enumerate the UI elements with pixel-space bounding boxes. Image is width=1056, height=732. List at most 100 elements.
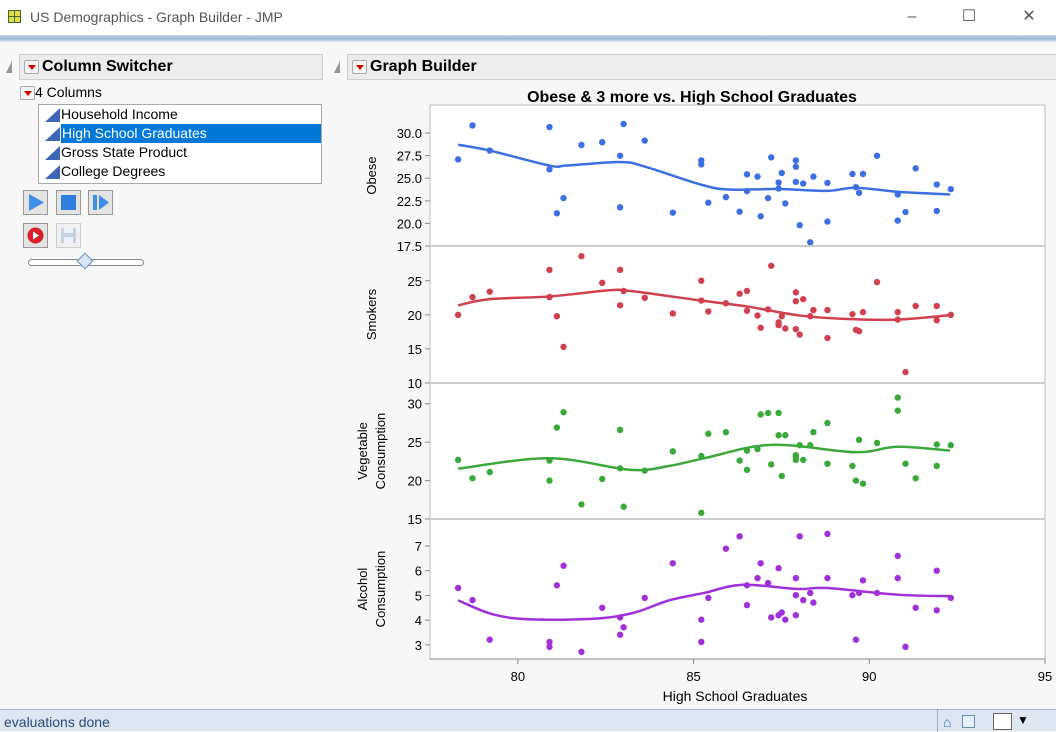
smoother-line <box>457 443 951 472</box>
data-point <box>933 567 940 574</box>
y-tick-label: 22.5 <box>397 194 422 209</box>
title-bar: US Demographics - Graph Builder - JMP – … <box>0 0 1056 35</box>
stop-button[interactable] <box>56 190 81 215</box>
y-axis-label: Consumption <box>373 551 388 628</box>
data-point <box>933 302 940 310</box>
data-point <box>754 312 761 319</box>
data-point <box>705 308 712 315</box>
data-point <box>743 287 751 295</box>
toolbar-strip <box>0 35 1056 42</box>
data-point <box>852 636 860 643</box>
data-point <box>754 173 761 180</box>
data-point <box>902 643 909 651</box>
speed-slider-thumb[interactable] <box>76 252 94 270</box>
data-point <box>902 460 909 467</box>
data-point <box>912 475 919 482</box>
data-point <box>616 426 624 434</box>
data-point <box>792 612 800 619</box>
data-point <box>810 428 817 436</box>
column-item-college-degrees[interactable]: College Degrees <box>39 162 321 181</box>
data-point <box>768 262 775 269</box>
data-point <box>800 295 807 303</box>
data-point <box>824 179 831 187</box>
data-point <box>782 432 789 439</box>
status-bar: evaluations done ⌂ ▼ <box>0 709 1056 732</box>
y-tick-label: 25.0 <box>397 171 422 186</box>
data-point <box>859 480 867 487</box>
data-point <box>849 591 856 599</box>
data-point <box>620 503 627 510</box>
column-switcher-menu-icon[interactable] <box>24 59 39 74</box>
column-item-household-income[interactable]: Household Income <box>39 105 321 124</box>
data-point <box>722 193 730 201</box>
data-point <box>859 170 867 178</box>
data-point <box>782 325 789 332</box>
graph-builder-header: Graph Builder <box>347 54 1056 80</box>
graph-builder-chart[interactable]: Obese & 3 more vs. High School Graduates… <box>340 85 1056 707</box>
y-tick-label: 6 <box>415 564 422 579</box>
collapse-column-switcher-icon[interactable] <box>6 61 12 73</box>
data-point <box>560 194 567 202</box>
column-item-high-school-graduates[interactable]: High School Graduates <box>39 124 321 143</box>
data-point <box>792 289 800 296</box>
data-point <box>454 156 462 163</box>
minimize-button[interactable]: – <box>907 8 917 25</box>
data-point <box>810 173 817 180</box>
data-point <box>894 407 901 414</box>
data-point <box>736 533 743 540</box>
maximize-button[interactable]: ☐ <box>961 8 977 25</box>
step-button[interactable] <box>88 190 113 215</box>
data-point <box>902 368 909 376</box>
x-tick-label: 85 <box>686 669 700 684</box>
data-point <box>933 607 940 614</box>
collapse-graph-builder-icon[interactable] <box>334 61 340 73</box>
data-point <box>669 560 677 567</box>
layout-box-icon[interactable] <box>993 713 1012 730</box>
column-switcher-header: Column Switcher <box>19 54 323 80</box>
data-point <box>641 137 648 144</box>
data-point <box>454 311 462 319</box>
record-icon <box>27 227 44 244</box>
data-point <box>824 218 831 225</box>
data-point <box>810 306 817 314</box>
data-point <box>669 448 677 455</box>
data-point <box>578 501 585 508</box>
data-point <box>486 468 493 476</box>
data-point <box>546 266 553 274</box>
x-axis-label: High School Graduates <box>663 688 808 704</box>
columns-menu-icon[interactable] <box>20 86 35 101</box>
dropdown-arrow-icon[interactable]: ▼ <box>1017 713 1029 727</box>
column-item-gross-state-product[interactable]: Gross State Product <box>39 143 321 162</box>
play-button[interactable] <box>23 190 48 215</box>
chart-title: Obese & 3 more vs. High School Graduates <box>527 89 857 106</box>
data-point <box>800 596 807 604</box>
column-list[interactable]: Household Income High School Graduates G… <box>38 104 322 184</box>
data-point <box>947 185 955 193</box>
data-point <box>792 157 800 164</box>
data-point <box>669 209 677 216</box>
graph-builder-menu-icon[interactable] <box>352 59 367 74</box>
data-point <box>792 574 800 582</box>
data-point <box>469 596 476 604</box>
data-point <box>933 317 940 324</box>
data-point <box>641 594 648 602</box>
window-list-icon[interactable] <box>962 715 975 728</box>
data-point <box>800 456 807 464</box>
data-point <box>792 456 800 464</box>
data-point <box>947 442 955 449</box>
data-point <box>560 562 567 569</box>
data-point <box>743 307 751 314</box>
data-point <box>616 152 624 159</box>
data-point <box>736 457 743 464</box>
data-point <box>859 577 867 584</box>
save-button[interactable] <box>56 223 81 248</box>
data-point <box>912 302 919 310</box>
data-point <box>796 533 803 540</box>
data-point <box>778 472 785 480</box>
home-icon[interactable]: ⌂ <box>943 714 952 730</box>
record-button[interactable] <box>23 223 48 248</box>
data-point <box>849 310 856 318</box>
close-button[interactable]: ✕ <box>1022 8 1036 25</box>
x-tick-label: 80 <box>511 669 525 684</box>
data-point <box>620 624 627 631</box>
